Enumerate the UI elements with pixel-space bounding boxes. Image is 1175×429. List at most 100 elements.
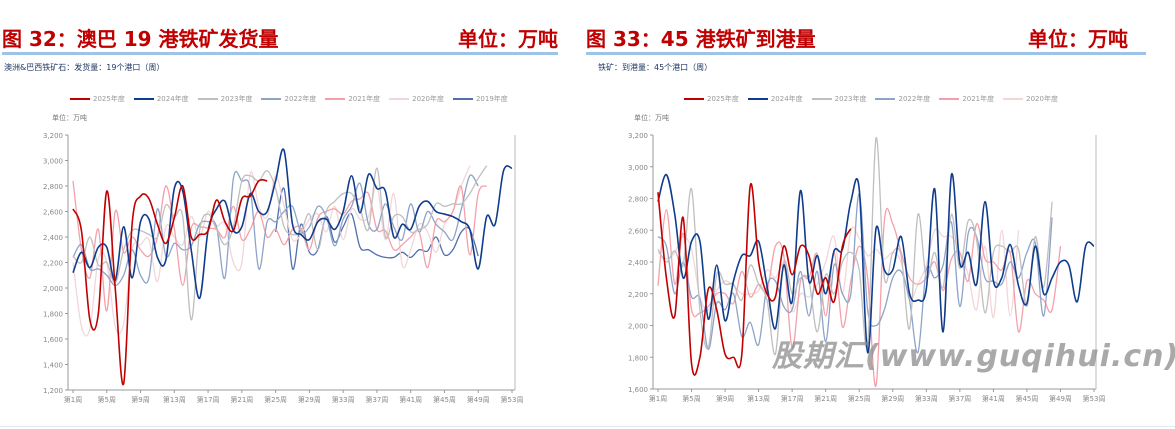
chart-subtitle: 澳洲&巴西铁矿石：发货量：19个港口（周）	[4, 63, 165, 72]
x-tick-label: 第37周	[948, 394, 971, 403]
series-line-2023	[72, 165, 488, 321]
legend-swatch	[325, 98, 346, 100]
y-tick-label: 2,800	[628, 196, 648, 204]
legend-item: 2023年度	[197, 94, 252, 104]
x-tick-label: 第5周	[98, 395, 116, 404]
x-tick-label: 第45周	[433, 395, 456, 404]
legend-label: 2022年度	[284, 95, 317, 103]
series-line-2023	[657, 137, 1053, 355]
series-line-2024	[72, 148, 513, 300]
y-tick-label: 3,200	[43, 132, 63, 140]
y-tick-label: 1,800	[628, 354, 648, 362]
line-chart: 1,200 1,400 1,600 1,800 2,000 2,200 2,400 2,600…	[43, 132, 524, 404]
x-tick-label: 第17周	[781, 394, 804, 403]
x-tick-label: 第41周	[982, 394, 1005, 403]
y-tick-label: 2,200	[43, 260, 63, 268]
x-tick-label: 第13周	[747, 394, 770, 403]
y-tick-label: 1,600	[628, 386, 648, 394]
y-axis-unit: 单位：万吨	[52, 114, 87, 122]
y-tick-label: 1,400	[43, 362, 63, 370]
x-tick-label: 第49周	[1049, 394, 1072, 403]
figure-title-row: 图 33：45 港铁矿到港量 单位：万吨	[586, 22, 1146, 52]
series-line-2020	[72, 165, 471, 337]
y-tick-label: 2,000	[628, 323, 648, 331]
chart-panel-right: 图 33：45 港铁矿到港量 单位：万吨 铁矿：到港量：45个港口（周） 202…	[586, 0, 1146, 429]
legend-label: 2021年度	[962, 95, 995, 103]
x-tick-label: 第5周	[682, 394, 700, 403]
legend-label: 2022年度	[898, 95, 931, 103]
y-tick-label: 1,800	[43, 311, 63, 319]
x-tick-label: 第25周	[264, 395, 287, 404]
legend-item: 2021年度	[939, 94, 994, 104]
x-tick-label: 第9周	[716, 394, 734, 403]
x-tick-label: 第1周	[64, 395, 82, 404]
x-tick-label: 第37周	[365, 395, 388, 404]
y-tick-label: 2,800	[43, 183, 63, 191]
legend-label: 2023年度	[834, 95, 867, 103]
legend-swatch	[197, 98, 218, 100]
line-chart: 1,600 1,800 2,000 2,200 2,400 2,600 2,800 3,000…	[628, 132, 1106, 403]
y-tick-label: 2,600	[628, 227, 648, 235]
legend-swatch	[261, 98, 282, 100]
watermark: 股期汇(www.guqihui.cn)	[772, 339, 1175, 374]
title-divider	[2, 52, 558, 55]
series-line-2022	[72, 170, 479, 287]
unit-title: 单位：万吨	[1028, 26, 1128, 51]
legend-swatch	[939, 98, 960, 100]
x-tick-label: 第29周	[881, 394, 904, 403]
x-tick-label: 第33周	[915, 394, 938, 403]
y-tick-label: 2,400	[628, 259, 648, 267]
x-tick-label: 第49周	[467, 395, 490, 404]
x-tick-label: 第13周	[163, 395, 186, 404]
figure-title-row: 图 32：澳巴 19 港铁矿发货量 单位：万吨	[2, 22, 558, 52]
legend-swatch	[389, 98, 410, 100]
bottom-divider	[0, 426, 1175, 427]
x-tick-label: 第53周	[501, 395, 524, 404]
x-tick-label: 第1周	[649, 394, 667, 403]
legend-swatch	[684, 98, 704, 100]
legend-label: 2024年度	[156, 95, 189, 103]
series-line-2024	[657, 173, 1095, 354]
legend-label: 2024年度	[770, 95, 803, 103]
legend-item: 2022年度	[875, 94, 930, 104]
legend: 2025年度 2024年度 2023年度 2022年度 2021年度 2020年度	[684, 94, 1058, 104]
y-tick-label: 2,400	[43, 234, 63, 242]
series-line-2022	[657, 193, 1053, 354]
legend-item: 2020年度	[1003, 94, 1058, 104]
series-line-2025	[72, 178, 268, 386]
legend-item: 2024年度	[747, 94, 803, 104]
x-tick-label: 第53周	[1083, 394, 1106, 403]
chart-subtitle: 铁矿：到港量：45个港口（周）	[598, 63, 713, 72]
x-tick-label: 第9周	[131, 395, 149, 404]
legend-label: 2021年度	[348, 95, 381, 103]
legend-swatch	[452, 98, 473, 100]
chart-panel-left: 图 32：澳巴 19 港铁矿发货量 单位：万吨 澳洲&巴西铁矿石：发货量：19个…	[2, 0, 558, 429]
unit-title: 单位：万吨	[458, 26, 558, 51]
x-tick-label: 第29周	[298, 395, 321, 404]
legend: 2025年度 2024年度 2023年度 2022年度 2021年度 2020年度 2019…	[70, 94, 508, 104]
figure-title: 图 33：45 港铁矿到港量	[586, 26, 816, 51]
legend-swatch	[747, 98, 768, 100]
legend-label: 2020年度	[1026, 95, 1058, 103]
y-tick-label: 2,000	[43, 285, 63, 293]
legend-swatch	[811, 98, 832, 100]
x-tick-label: 第33周	[332, 395, 355, 404]
legend-swatch	[70, 98, 90, 100]
legend-swatch	[133, 98, 154, 100]
legend-swatch	[875, 98, 896, 100]
legend-item: 2020年度	[389, 94, 444, 104]
legend-swatch	[1003, 98, 1024, 100]
x-tick-label: 第21周	[814, 394, 837, 403]
x-tick-label: 第17周	[197, 395, 220, 404]
legend-item: 2023年度	[811, 94, 867, 104]
x-tick-label: 第25周	[848, 394, 871, 403]
legend-label: 2020年度	[412, 95, 444, 103]
series-line-2021	[657, 207, 1062, 387]
legend-item: 2024年度	[133, 94, 189, 104]
y-tick-label: 2,600	[43, 209, 63, 217]
figure-title: 图 32：澳巴 19 港铁矿发货量	[2, 26, 279, 51]
y-tick-label: 3,000	[43, 158, 63, 166]
y-tick-label: 1,600	[43, 336, 63, 344]
y-tick-label: 3,000	[628, 164, 648, 172]
y-tick-label: 3,200	[628, 132, 648, 140]
